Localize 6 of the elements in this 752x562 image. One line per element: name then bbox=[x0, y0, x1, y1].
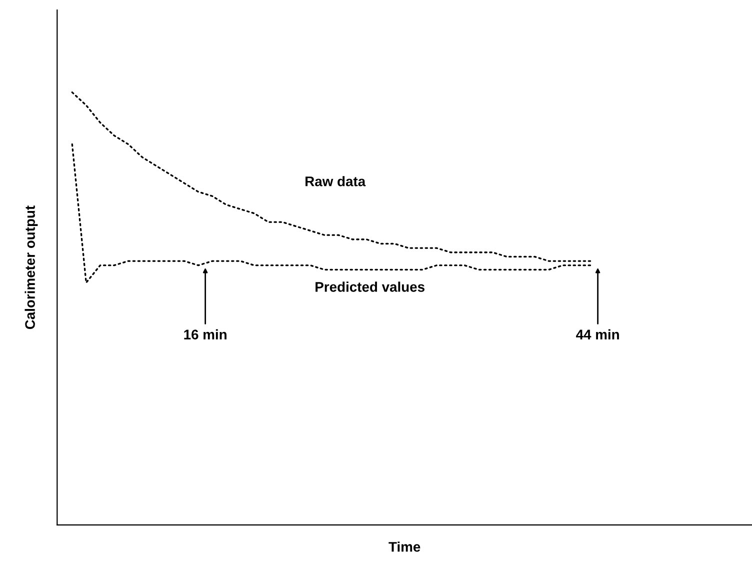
annotation: 16 min bbox=[184, 329, 226, 340]
x-axis-title: Time bbox=[388, 542, 420, 552]
annotation: 44 min bbox=[576, 329, 619, 340]
text: Raw data bbox=[306, 176, 366, 186]
y-axis-title: Calorimeter output bbox=[24, 206, 38, 330]
series-label: Predicted values bbox=[316, 282, 424, 292]
